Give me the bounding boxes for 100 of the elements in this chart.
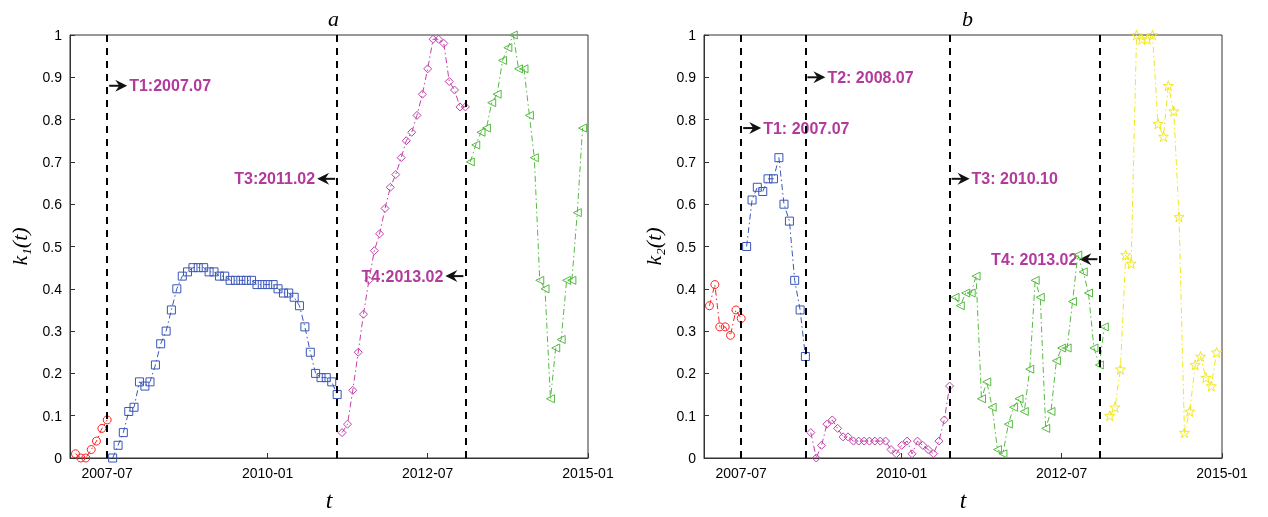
point <box>145 377 155 387</box>
point <box>1078 267 1088 277</box>
x-axis-title: t <box>325 487 334 513</box>
point <box>300 322 310 332</box>
point <box>950 292 960 302</box>
point <box>1057 343 1067 353</box>
point <box>540 284 550 294</box>
point <box>1178 427 1190 439</box>
point <box>460 102 470 112</box>
point <box>859 436 869 446</box>
point <box>918 440 928 450</box>
point <box>891 449 901 459</box>
point <box>1189 359 1201 371</box>
y-tick-label: 0.9 <box>42 69 63 86</box>
point <box>199 263 209 273</box>
point <box>774 153 784 163</box>
annotation: T2: 2008.07 <box>827 68 914 86</box>
point <box>875 436 885 446</box>
point <box>1195 350 1207 362</box>
point <box>843 432 853 442</box>
point <box>1014 394 1024 404</box>
point <box>118 428 128 438</box>
point <box>1041 423 1051 433</box>
y-tick-label: 0.1 <box>42 407 63 424</box>
point <box>1200 372 1212 384</box>
y-tick-label: 0.1 <box>676 407 697 424</box>
point <box>407 127 417 137</box>
point <box>514 64 524 74</box>
annotation: T4:2013.02 <box>361 267 444 285</box>
point <box>92 436 101 446</box>
point <box>204 267 214 277</box>
point <box>161 326 171 336</box>
point <box>209 267 219 277</box>
point <box>572 208 582 218</box>
point <box>1062 343 1072 353</box>
point <box>305 347 315 357</box>
point <box>567 275 577 285</box>
point <box>1173 211 1185 223</box>
point <box>188 263 198 273</box>
point <box>166 305 176 315</box>
point <box>742 242 752 251</box>
point <box>1141 33 1153 45</box>
point <box>391 170 401 180</box>
y-tick-label: 0.9 <box>676 69 697 86</box>
point <box>961 288 971 298</box>
point <box>551 343 561 353</box>
point <box>726 330 735 340</box>
point <box>311 368 321 378</box>
y-tick-label: 0 <box>54 450 63 466</box>
point <box>928 449 938 459</box>
point <box>736 313 746 323</box>
point <box>385 182 395 192</box>
point <box>704 301 714 311</box>
chart-title: b <box>962 5 973 31</box>
point <box>492 89 502 99</box>
point <box>247 275 257 285</box>
point <box>1162 80 1174 92</box>
x-tick-label: 2010-01 <box>876 465 928 481</box>
point <box>172 284 182 294</box>
point <box>183 267 193 277</box>
point <box>129 402 139 412</box>
point <box>578 123 588 133</box>
x-tick-label: 2012-07 <box>1035 465 1088 481</box>
point <box>289 292 299 302</box>
point <box>902 436 912 446</box>
point <box>86 445 96 455</box>
point <box>396 153 406 163</box>
x-tick-label: 2015-01 <box>1196 465 1248 481</box>
point <box>1003 419 1013 429</box>
point <box>529 153 539 163</box>
point <box>348 385 358 395</box>
point <box>822 419 832 429</box>
y-tick-label: 0.4 <box>676 280 697 297</box>
y-tick-label: 0 <box>688 450 697 466</box>
point <box>220 271 230 281</box>
y-tick-label: 0.3 <box>676 323 697 340</box>
point <box>720 322 730 332</box>
point <box>465 157 475 167</box>
point <box>710 280 720 290</box>
point <box>971 271 981 281</box>
point <box>966 288 976 298</box>
point <box>524 110 534 120</box>
point <box>76 453 86 463</box>
point <box>992 445 1002 455</box>
point <box>1120 249 1132 261</box>
point <box>715 322 725 332</box>
point <box>1157 131 1169 143</box>
y-axis-title: k₂(t) <box>640 227 666 266</box>
point <box>263 280 273 290</box>
point <box>731 305 741 315</box>
y-tick-label: 0.3 <box>42 323 63 340</box>
point <box>481 123 491 133</box>
point <box>321 373 331 383</box>
point <box>369 246 379 256</box>
y-tick-label: 1 <box>688 27 697 43</box>
point <box>358 309 368 319</box>
point <box>134 377 144 387</box>
point <box>241 275 251 285</box>
point <box>471 140 481 150</box>
y-tick-label: 0.6 <box>42 196 63 213</box>
